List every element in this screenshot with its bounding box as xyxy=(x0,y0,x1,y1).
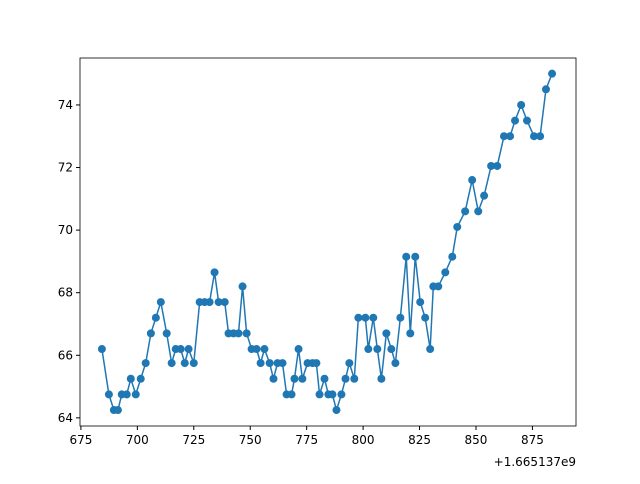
marker xyxy=(396,313,405,322)
marker xyxy=(167,359,176,368)
marker xyxy=(151,313,160,322)
marker xyxy=(453,222,462,231)
x-tick-label: 875 xyxy=(521,433,544,447)
marker xyxy=(354,313,363,322)
marker xyxy=(122,390,131,399)
marker xyxy=(278,359,287,368)
marker xyxy=(234,329,243,338)
marker xyxy=(126,374,135,383)
x-tick-label: 850 xyxy=(465,433,488,447)
marker xyxy=(493,161,502,170)
marker xyxy=(499,132,508,141)
marker xyxy=(361,313,370,322)
marker xyxy=(113,406,122,415)
marker xyxy=(136,374,145,383)
marker xyxy=(487,161,496,170)
marker xyxy=(312,359,321,368)
y-tick-label: 66 xyxy=(58,348,73,362)
marker xyxy=(180,359,189,368)
marker xyxy=(315,390,324,399)
marker xyxy=(238,282,247,291)
marker xyxy=(474,207,483,216)
marker xyxy=(162,329,171,338)
marker xyxy=(220,298,229,307)
marker xyxy=(391,359,400,368)
marker xyxy=(332,406,341,415)
marker xyxy=(265,359,274,368)
marker xyxy=(480,191,489,200)
marker xyxy=(345,359,354,368)
x-tick-label: 825 xyxy=(408,433,431,447)
marker xyxy=(434,282,443,291)
marker xyxy=(350,374,359,383)
marker xyxy=(287,390,296,399)
y-tick-label: 72 xyxy=(58,161,73,175)
marker xyxy=(536,132,545,141)
y-tick-label: 74 xyxy=(58,98,73,112)
marker xyxy=(369,313,378,322)
marker xyxy=(97,345,106,354)
y-tick-label: 68 xyxy=(58,286,73,300)
marker xyxy=(402,252,411,261)
x-tick-label: 800 xyxy=(352,433,375,447)
marker xyxy=(141,359,150,368)
y-tick-label: 70 xyxy=(58,223,73,237)
marker xyxy=(364,345,373,354)
marker xyxy=(517,100,526,109)
marker xyxy=(146,329,155,338)
marker xyxy=(441,268,450,277)
marker xyxy=(382,329,391,338)
marker xyxy=(328,390,337,399)
x-tick-label: 700 xyxy=(126,433,149,447)
marker xyxy=(104,390,113,399)
marker xyxy=(156,298,165,307)
marker xyxy=(426,345,435,354)
marker xyxy=(523,116,532,125)
marker xyxy=(260,345,269,354)
marker xyxy=(210,268,219,277)
x-tick-label: 775 xyxy=(295,433,318,447)
marker xyxy=(377,374,386,383)
marker xyxy=(252,345,261,354)
marker xyxy=(320,374,329,383)
marker xyxy=(530,132,539,141)
marker xyxy=(511,116,520,125)
marker xyxy=(387,345,396,354)
marker xyxy=(337,390,346,399)
marker xyxy=(421,313,430,322)
marker xyxy=(184,345,193,354)
marker xyxy=(373,345,382,354)
marker xyxy=(468,176,477,185)
marker xyxy=(189,359,198,368)
axes-frame xyxy=(79,57,577,427)
marker xyxy=(298,374,307,383)
marker xyxy=(131,390,140,399)
marker xyxy=(214,298,223,307)
marker xyxy=(411,252,420,261)
marker xyxy=(506,132,515,141)
marker xyxy=(205,298,214,307)
marker xyxy=(448,252,457,261)
marker xyxy=(548,69,557,78)
marker xyxy=(176,345,185,354)
marker xyxy=(294,345,303,354)
marker xyxy=(461,207,470,216)
x-tick-label: 675 xyxy=(69,433,92,447)
y-tick-label: 64 xyxy=(58,411,73,425)
marker xyxy=(341,374,350,383)
x-offset-label: +1.665137e9 xyxy=(494,455,576,469)
marker xyxy=(242,329,251,338)
marker xyxy=(406,329,415,338)
marker xyxy=(541,85,550,94)
marker xyxy=(256,359,265,368)
marker xyxy=(290,374,299,383)
marker xyxy=(416,298,425,307)
x-tick-label: 725 xyxy=(182,433,205,447)
marker xyxy=(269,374,278,383)
x-tick-label: 750 xyxy=(239,433,262,447)
